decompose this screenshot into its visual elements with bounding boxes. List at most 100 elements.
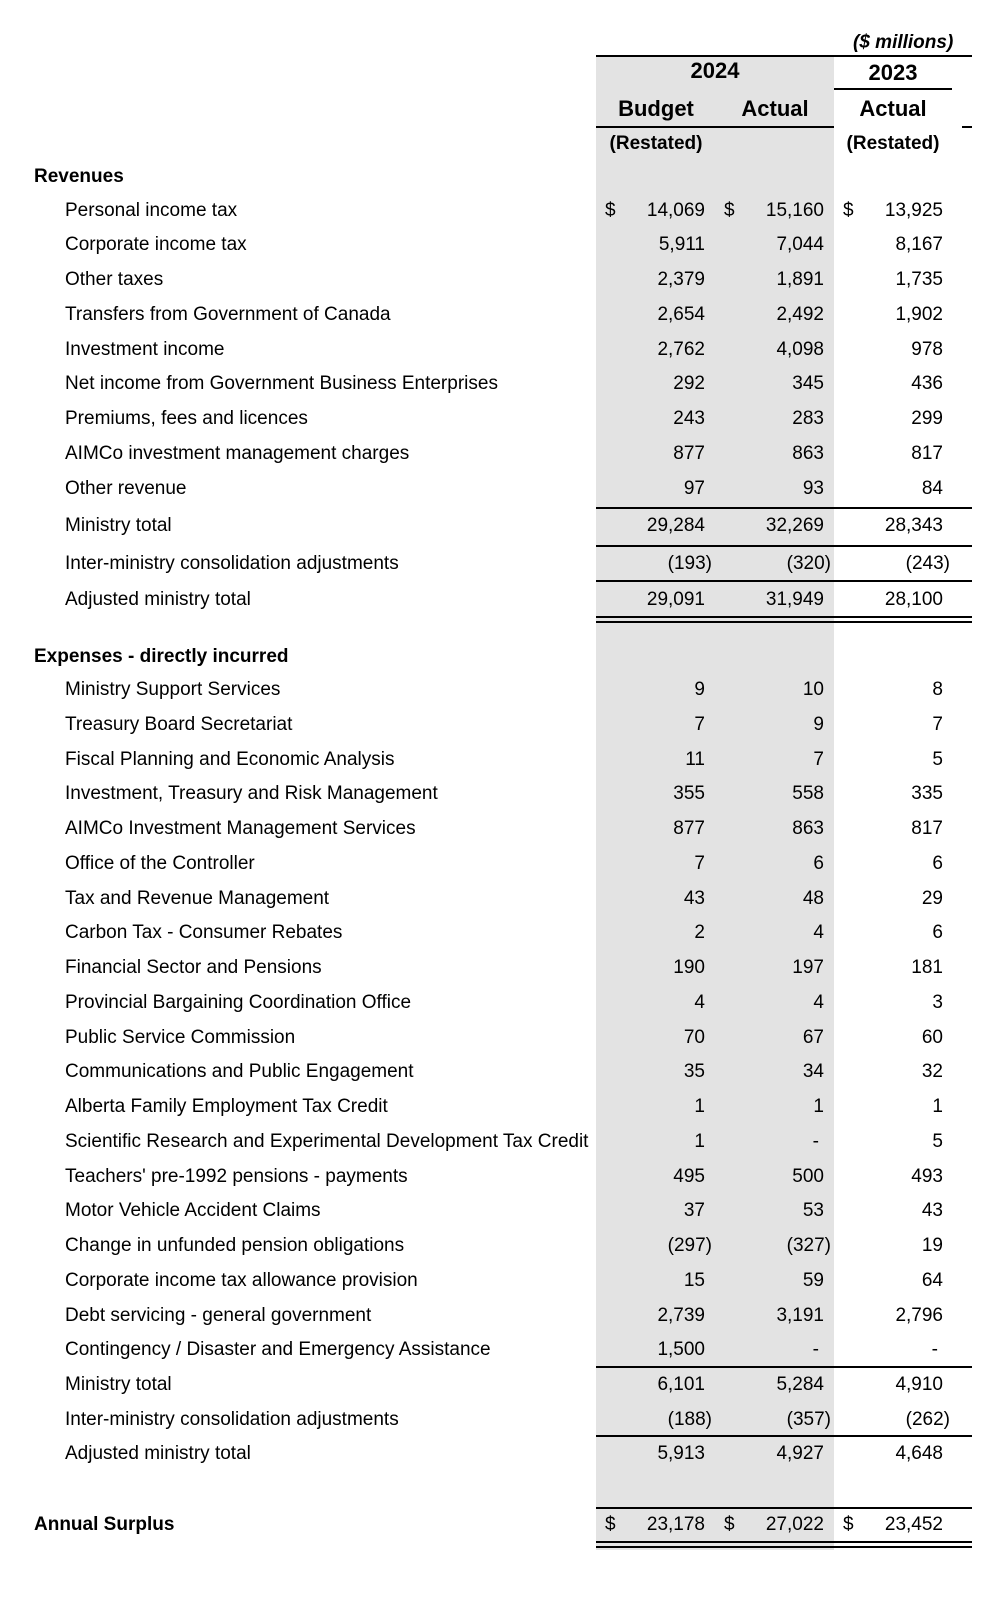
header-top-rule: [596, 55, 972, 57]
cell-budget: (188): [667, 1409, 712, 1430]
cell-actual: 500: [792, 1166, 824, 1187]
cell-actual: 2,492: [776, 304, 824, 325]
prior-actual-column-heading: Actual: [859, 96, 927, 121]
cell-prior: 28,343: [884, 515, 943, 536]
budget-column-heading: Budget: [618, 96, 694, 121]
cell-budget: 7: [694, 853, 705, 874]
cell-budget: 5,911: [658, 234, 705, 255]
header-bottom-rule-tick: [962, 126, 972, 128]
cell-prior: 817: [911, 818, 943, 839]
budget-restated-note: (Restated): [609, 133, 703, 154]
cell-budget: 1: [694, 1131, 705, 1152]
cell-prior: 493: [911, 1166, 943, 1187]
cell-prior: 64: [921, 1270, 943, 1291]
revenue-row-label: AIMCo investment management charges: [65, 443, 410, 464]
rev-subtotal-rule: [596, 507, 972, 509]
cell-actual: -: [812, 1339, 819, 1360]
cell-budget: (193): [667, 553, 712, 574]
cell-prior: 978: [911, 339, 943, 360]
cell-prior: 3: [932, 992, 943, 1013]
cell-actual: 558: [792, 783, 824, 804]
expense-row-label: Financial Sector and Pensions: [65, 957, 322, 978]
cell-actual: 48: [802, 888, 824, 909]
expense-consolidation-label: Inter-ministry consolidation adjustments: [65, 1409, 399, 1430]
expense-row-label: Provincial Bargaining Coordination Offic…: [65, 992, 412, 1013]
units-label: ($ millions): [853, 32, 954, 53]
cell-actual: 7,044: [776, 234, 824, 255]
current-year-shading: [596, 57, 834, 1550]
cell-actual: -: [812, 1131, 819, 1152]
cell-budget: 4: [694, 992, 705, 1013]
cell-actual: 10: [802, 679, 824, 700]
expense-row-label: Change in unfunded pension obligations: [65, 1235, 405, 1256]
cell-budget: 495: [673, 1166, 705, 1187]
rev-adjusted-rule: [596, 580, 972, 582]
cell-prior: 1: [932, 1096, 943, 1117]
cell-prior: 7: [932, 714, 943, 735]
year-rule-prior: [834, 88, 952, 90]
cell-actual: 4,098: [776, 339, 824, 360]
cell-prior: 436: [911, 373, 943, 394]
cell-prior: 5: [932, 749, 943, 770]
cell-budget: 355: [673, 783, 705, 804]
revenues-heading: Revenues: [34, 166, 124, 187]
cell-actual: 34: [802, 1061, 824, 1082]
cell-prior: 60: [921, 1027, 943, 1048]
cell-budget: 11: [685, 749, 705, 770]
expense-adjusted-total-label: Adjusted ministry total: [65, 1443, 251, 1464]
cell-actual: 4,927: [776, 1443, 824, 1464]
cell-actual: 863: [792, 818, 824, 839]
expense-row-label: Contingency / Disaster and Emergency Ass…: [65, 1339, 491, 1360]
cell-budget: 2,379: [657, 269, 705, 290]
cell-actual: 27,022: [765, 1514, 824, 1535]
cell-budget: 2,654: [657, 304, 705, 325]
expense-row-label: Treasury Board Secretariat: [65, 714, 293, 735]
cell-budget: 5,913: [657, 1443, 705, 1464]
expense-row-label: Debt servicing - general government: [65, 1305, 372, 1326]
cell-prior: (243): [905, 553, 950, 574]
revenue-row-label: Transfers from Government of Canada: [65, 304, 391, 325]
cell-actual: (320): [786, 553, 831, 574]
cell-actual: 197: [792, 957, 824, 978]
exp-adjusted-rule: [596, 1435, 972, 1437]
cell-actual: 863: [792, 443, 824, 464]
exp-subtotal-rule: [596, 1366, 972, 1368]
cell-budget: 1,500: [657, 1339, 705, 1360]
cell-budget: 2,739: [657, 1305, 705, 1326]
cell-actual: 1,891: [776, 269, 824, 290]
cell-budget: 23,178: [646, 1514, 705, 1535]
cell-budget: 1: [694, 1096, 705, 1117]
cell-prior: 28,100: [884, 589, 943, 610]
currency-symbol: $: [605, 200, 616, 221]
cell-budget: 2: [694, 922, 705, 943]
actual-column-heading: Actual: [741, 96, 809, 121]
cell-actual: 345: [792, 373, 824, 394]
cell-prior: 32: [921, 1061, 943, 1082]
cell-prior: 299: [911, 408, 943, 429]
cell-actual: 9: [813, 714, 824, 735]
annual-surplus-label: Annual Surplus: [34, 1514, 175, 1535]
cell-actual: 7: [813, 749, 824, 770]
cell-budget: 877: [673, 443, 705, 464]
prior-restated-note: (Restated): [846, 133, 940, 154]
cell-prior: -: [931, 1339, 938, 1360]
cell-prior: 8,167: [895, 234, 943, 255]
revenue-row-label: Corporate income tax: [65, 234, 247, 255]
cell-actual: (357): [786, 1409, 831, 1430]
cell-budget: 2,762: [657, 339, 705, 360]
cell-budget: 243: [673, 408, 705, 429]
cell-budget: 190: [673, 957, 705, 978]
cell-prior: 8: [932, 679, 943, 700]
cell-actual: 93: [802, 478, 824, 499]
cell-actual: 32,269: [765, 515, 824, 536]
cell-budget: 29,284: [646, 515, 705, 536]
year-current-heading: 2024: [690, 58, 740, 83]
cell-budget: 35: [683, 1061, 705, 1082]
expense-row-label: Carbon Tax - Consumer Rebates: [65, 922, 343, 943]
cell-prior: 335: [911, 783, 943, 804]
cell-budget: (297): [667, 1235, 712, 1256]
currency-symbol: $: [843, 200, 854, 221]
surplus-double-rule-1: [596, 1541, 972, 1543]
cell-prior: 6: [932, 922, 943, 943]
cell-actual: 1: [813, 1096, 824, 1117]
